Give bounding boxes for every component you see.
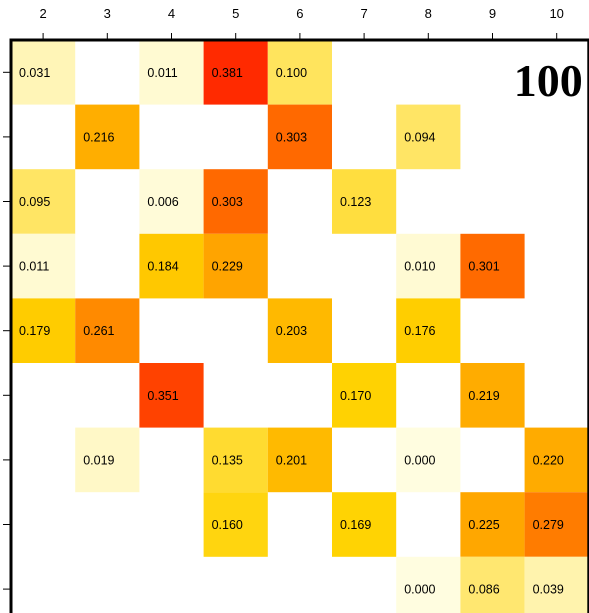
cell-value-label: 0.201 (276, 453, 307, 467)
heatmap-cell (396, 427, 461, 493)
heatmap-cell (396, 104, 461, 170)
heatmap-cell (267, 104, 332, 170)
cell-value-label: 0.303 (276, 130, 307, 144)
heatmap-cell (267, 298, 332, 363)
heatmap-cell (203, 233, 268, 299)
cell-value-label: 0.006 (147, 195, 178, 209)
heatmap-cell (75, 104, 140, 170)
cell-value-label: 0.279 (533, 518, 564, 532)
cell-value-label: 0.179 (19, 324, 50, 338)
heatmap-cell (11, 169, 76, 234)
heatmap-cell (396, 298, 461, 363)
cell-value-label: 0.301 (468, 260, 499, 274)
x-tick-label: 2 (39, 6, 46, 21)
cell-value-label: 0.123 (340, 195, 371, 209)
cell-value-label: 0.381 (212, 66, 243, 80)
heatmap-cells: 0.031 0.011 0.381 0.100 0.216 0.303 0.094 0.095… (11, 40, 589, 613)
cell-value-label: 0.184 (147, 260, 178, 274)
heatmap-cell (139, 233, 204, 299)
heatmap-cell (524, 427, 589, 493)
cell-value-label: 0.225 (468, 518, 499, 532)
cell-value-label: 0.170 (340, 389, 371, 403)
cell-value-label: 0.095 (19, 195, 50, 209)
heatmap-cell (203, 492, 268, 557)
heatmap-cell (332, 363, 397, 428)
cell-value-label: 0.011 (147, 66, 177, 80)
heatmap-cell (460, 233, 525, 299)
heatmap-cell (267, 427, 332, 493)
cell-value-label: 0.351 (147, 389, 178, 403)
cell-value-label: 0.011 (19, 260, 49, 274)
cell-value-label: 0.135 (212, 453, 243, 467)
heatmap-cell (139, 363, 204, 428)
heatmap-cell (460, 492, 525, 557)
x-tick-label: 10 (549, 6, 563, 21)
cell-value-label: 0.019 (83, 453, 114, 467)
heatmap-cell (11, 40, 76, 105)
cell-value-label: 0.000 (404, 583, 435, 597)
heatmap-cell (524, 492, 589, 557)
heatmap-cell (524, 556, 589, 613)
heatmap-cell (139, 40, 204, 105)
heatmap-cell (460, 363, 525, 428)
heatmap-cell (139, 169, 204, 234)
cell-value-label: 0.160 (212, 518, 243, 532)
cell-value-label: 0.229 (212, 260, 243, 274)
cell-value-label: 0.220 (533, 453, 564, 467)
heatmap-cell (75, 427, 140, 493)
cell-value-label: 0.094 (404, 130, 435, 144)
cell-value-label: 0.303 (212, 195, 243, 209)
x-tick-label: 7 (360, 6, 367, 21)
cell-value-label: 0.031 (19, 66, 50, 80)
cell-value-label: 0.100 (276, 66, 307, 80)
cell-value-label: 0.086 (468, 583, 499, 597)
cell-value-label: 0.203 (276, 324, 307, 338)
heatmap-cell (75, 298, 140, 363)
heatmap-cell (203, 169, 268, 234)
heatmap-cell (11, 298, 76, 363)
heatmap-cell (460, 556, 525, 613)
x-tick-label: 4 (168, 6, 175, 21)
heatmap-cell (203, 427, 268, 493)
cell-value-label: 0.261 (83, 324, 114, 338)
cell-value-label: 0.216 (83, 130, 114, 144)
cell-value-label: 0.000 (404, 453, 435, 467)
x-tick-label: 9 (489, 6, 496, 21)
x-tick-label: 5 (232, 6, 239, 21)
heatmap-cell (332, 169, 397, 234)
heatmap-cell (267, 40, 332, 105)
x-tick-label: 3 (104, 6, 111, 21)
cell-value-label: 0.169 (340, 518, 371, 532)
x-tick-label: 6 (296, 6, 303, 21)
heatmap-cell (332, 492, 397, 557)
cell-value-label: 0.039 (533, 583, 564, 597)
panel-annotation: 100 (514, 55, 583, 106)
heatmap-cell (203, 40, 268, 105)
x-tick-label: 8 (425, 6, 432, 21)
heatmap-cell (396, 556, 461, 613)
heatmap-cell (11, 233, 76, 299)
heatmap-cell (396, 233, 461, 299)
cell-value-label: 0.010 (404, 260, 435, 274)
cell-value-label: 0.219 (468, 389, 499, 403)
x-axis-ticks: 2 3 4 5 6 7 8 9 10 (39, 6, 564, 40)
cell-value-label: 0.176 (404, 324, 435, 338)
